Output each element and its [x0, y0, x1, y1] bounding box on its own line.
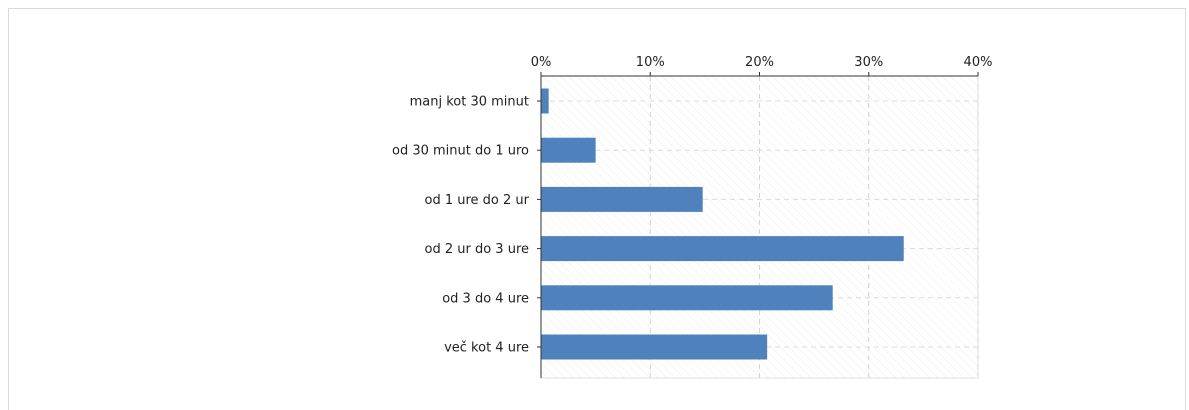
category-label: manj kot 30 minut	[410, 95, 529, 110]
bars	[541, 88, 904, 360]
x-tick-label: 30%	[854, 55, 883, 70]
plot-area	[540, 75, 979, 379]
category-label: od 2 ur do 3 ure	[425, 242, 530, 257]
bar	[541, 186, 703, 212]
category-label: od 30 minut do 1 uro	[392, 144, 529, 159]
x-axis-ticks: 0% 10% 20% 30% 40%	[531, 55, 993, 348]
x-tick-label: 20%	[745, 55, 774, 70]
x-tick-label: 40%	[964, 55, 993, 70]
bar	[541, 88, 549, 114]
category-label: od 1 ure do 2 ur	[425, 193, 530, 208]
bar	[541, 137, 596, 163]
category-label: od 3 do 4 ure	[442, 291, 529, 306]
category-label: več kot 4 ure	[444, 341, 529, 356]
x-tick-label: 10%	[636, 55, 665, 70]
bar	[541, 236, 904, 262]
bar	[541, 285, 833, 311]
x-tick-label: 0%	[531, 55, 552, 70]
y-axis-categories: manj kot 30 minut od 30 minut do 1 uro od …	[392, 95, 530, 356]
bar	[541, 334, 768, 360]
